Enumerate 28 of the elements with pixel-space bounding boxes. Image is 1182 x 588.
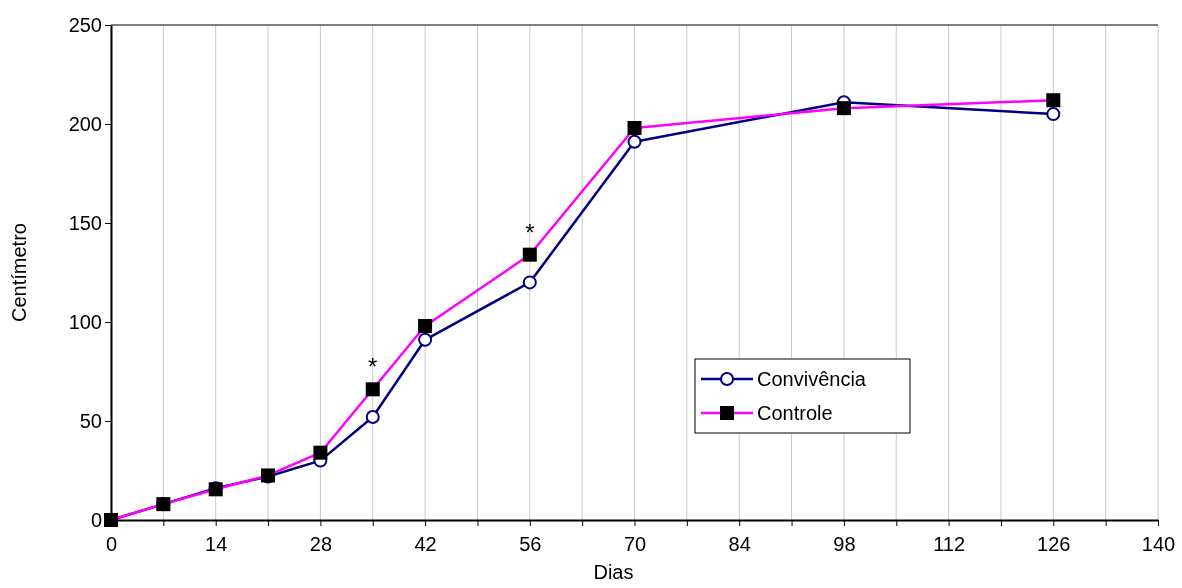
point (418, 332, 433, 347)
x-tick-label: 84 (728, 533, 751, 555)
point (627, 134, 642, 149)
x-tick-label: 56 (519, 533, 542, 555)
annotation: * (368, 353, 378, 381)
y-tick-label: 200 (68, 112, 102, 135)
x-tick-label: 28 (309, 533, 333, 555)
y-tick-label: 100 (68, 310, 102, 333)
x-tick-label: 140 (1141, 533, 1176, 555)
y-tick-label: 50 (79, 409, 102, 432)
point (1046, 107, 1061, 122)
x-tick-label: 42 (414, 533, 437, 555)
annotation: * (525, 218, 535, 246)
y-axis-title: Centímetro (8, 223, 30, 322)
point (522, 275, 537, 290)
y-tick-label: 250 (68, 13, 102, 36)
y-tick-label: 150 (68, 211, 102, 234)
x-axis-title: Dias (593, 561, 634, 583)
y-tick-label: 0 (90, 508, 102, 531)
x-tick-label: 0 (105, 533, 118, 555)
point (365, 410, 380, 425)
x-tick-label: 112 (933, 533, 966, 555)
x-tick-label: 14 (205, 533, 228, 555)
x-tick-label: 70 (623, 533, 647, 555)
x-tick-label: 98 (833, 533, 856, 555)
legend-label: Convivência (757, 368, 867, 390)
legend-label: Controle (757, 402, 833, 424)
x-tick-label: 126 (1037, 533, 1071, 555)
